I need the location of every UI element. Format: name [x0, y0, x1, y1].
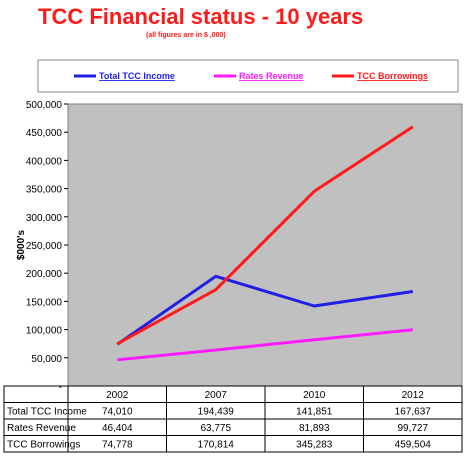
- table-row-header: Total TCC Income: [7, 407, 87, 418]
- legend-label: Total TCC Income: [99, 71, 175, 81]
- y-axis: - 50,000 100,000 150,000 200,000 250,000 300,0…: [26, 100, 68, 393]
- series-line: [116, 125, 414, 346]
- y-tick-label: 200,000: [26, 269, 63, 280]
- data-label: 345,283: [296, 440, 333, 451]
- data-label: 81,893: [299, 423, 330, 434]
- table-row-header: TCC Borrowings: [7, 440, 80, 451]
- y-tick-label: 50,000: [31, 354, 62, 365]
- y-tick-label: 450,000: [26, 128, 63, 139]
- y-tick-label: 500,000: [26, 100, 63, 111]
- page-subtitle: (all figures are in $ ,000): [146, 32, 226, 39]
- y-tick-label: -: [59, 382, 62, 393]
- data-label: 63,775: [200, 423, 231, 434]
- data-label: 167,637: [395, 407, 432, 418]
- x-tick-label: 2002: [106, 390, 129, 401]
- legend: Total TCC Income Rates Revenue TCC Borrowi…: [74, 71, 428, 81]
- y-tick-label: 300,000: [26, 213, 63, 224]
- data-label: 170,814: [198, 440, 235, 451]
- data-label: 99,727: [397, 423, 428, 434]
- x-tick-label: 2012: [402, 390, 425, 401]
- legend-box: [37, 59, 459, 93]
- y-tick-label: 350,000: [26, 185, 63, 196]
- series-lines: [116, 125, 414, 362]
- y-tick-label: 250,000: [26, 241, 63, 252]
- y-tick-label: 150,000: [26, 297, 63, 308]
- y-tick-label: 100,000: [26, 326, 63, 337]
- x-tick-label: 2010: [303, 390, 326, 401]
- data-label: 141,851: [296, 407, 333, 418]
- data-label: 74,778: [102, 440, 133, 451]
- data-label: 459,504: [395, 440, 432, 451]
- data-label: 46,404: [102, 423, 133, 434]
- series-line: [116, 274, 414, 346]
- legend-label: TCC Borrowings: [357, 71, 428, 81]
- table-row-header: Rates Revenue: [7, 423, 76, 434]
- plot-area: [67, 103, 463, 387]
- y-tick-label: 400,000: [26, 156, 63, 167]
- data-table: 2002 2007 2010 2012 Total TCC Income 74,010 19…: [3, 385, 463, 453]
- y-axis-label: $000's: [16, 229, 27, 260]
- legend-label: Rates Revenue: [239, 71, 304, 81]
- x-tick-label: 2007: [205, 390, 228, 401]
- series-line: [117, 328, 413, 362]
- data-label: 74,010: [102, 407, 133, 418]
- page-title: TCC Financial status - 10 years: [38, 4, 364, 29]
- data-label: 194,439: [198, 407, 235, 418]
